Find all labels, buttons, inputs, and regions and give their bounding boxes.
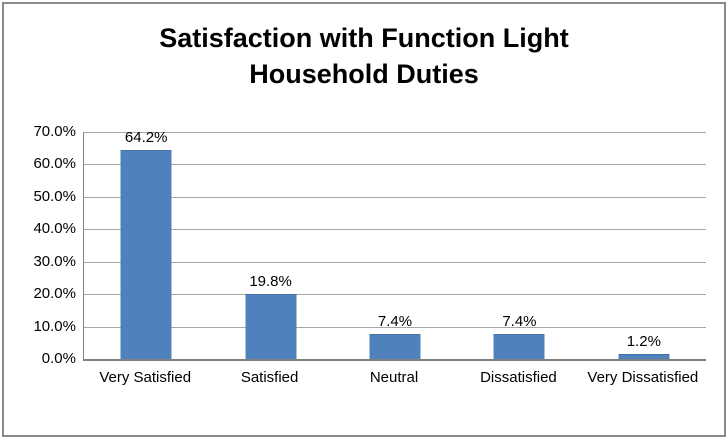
y-axis-labels: 0.0% 10.0% 20.0% 30.0% 40.0% 50.0% 60.0% 70.0% [0,123,76,367]
gridline [84,294,706,296]
x-axis-category-label: Dissatisfied [480,369,557,386]
bar [493,334,545,359]
data-label: 1.2% [626,333,661,351]
y-axis-tick-label: 10.0% [33,317,76,335]
y-axis-tick-label: 70.0% [33,123,76,140]
bar-column: 7.4% [333,132,457,359]
gridline [84,229,706,231]
x-axis-category-label: Satisfied [240,369,299,386]
y-axis-tick-label: 40.0% [33,220,76,238]
y-axis-tick-label: 30.0% [33,252,76,270]
chart-title: Satisfaction with Function Light Househo… [0,20,728,92]
data-label: 64.2% [124,128,168,146]
gridline [84,326,706,328]
bar [120,149,172,359]
bars-layer: 64.2% 19.8% 7.4% 7.4% 1.2% [84,128,706,359]
y-axis-tick-label: 20.0% [33,285,76,303]
data-label: 7.4% [502,313,537,331]
gridline [84,164,706,166]
bar [369,334,421,359]
y-axis-tick-label: 60.0% [33,155,76,173]
x-axis-labels: Very Satisfied Satisfied Neutral Dissatisfi… [83,368,705,388]
chart-title-line-1: Satisfaction with Function Light [159,23,569,53]
chart-title-line-2: Household Duties [249,59,479,89]
x-axis-category-label: Neutral [369,369,419,386]
x-axis-category-label: Very Dissatisfied [587,369,699,386]
data-label: 19.8% [249,272,292,290]
plot-area: 64.2% 19.8% 7.4% 7.4% 1.2% [83,128,706,361]
y-axis-tick-label: 50.0% [33,187,76,205]
bar-column: 1.2% [582,132,706,359]
bar [245,293,297,359]
bar [618,354,670,359]
gridline [84,132,706,133]
x-axis-category-label: Very Satisfied [99,369,192,386]
data-label: 7.4% [377,313,413,331]
gridline [84,196,706,198]
bar-column: 7.4% [457,132,581,359]
y-axis-tick-label: 0.0% [41,350,76,367]
gridline [84,261,706,263]
bar-column: 64.2% [84,128,208,359]
bar-column: 19.8% [208,132,332,359]
